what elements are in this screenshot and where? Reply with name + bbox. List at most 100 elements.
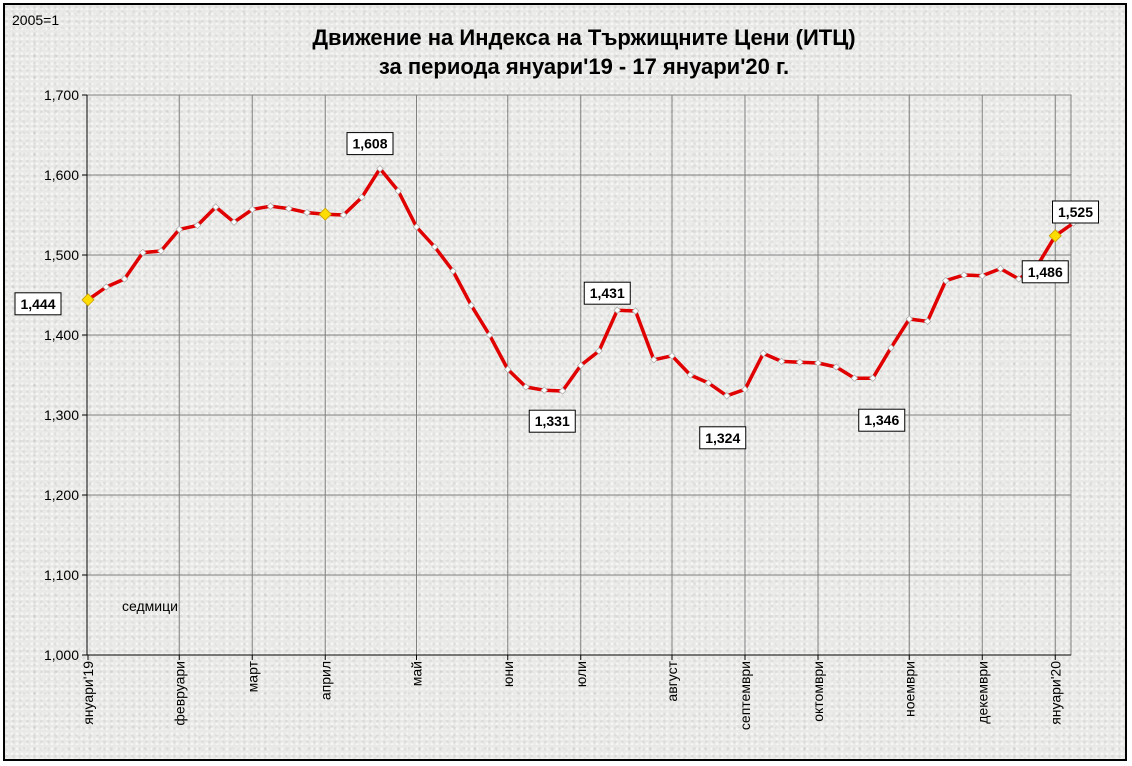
- data-label-box: [583, 281, 631, 305]
- y-tick-label: 1,200: [44, 487, 79, 503]
- data-point: [266, 202, 275, 210]
- data-point: [211, 203, 220, 211]
- series-group: [81, 164, 1078, 400]
- data-point: [722, 392, 731, 400]
- data-label-box: [1052, 200, 1099, 224]
- data-point: [686, 371, 695, 379]
- data-label-box: [699, 426, 747, 450]
- data-point: [230, 218, 238, 226]
- data-point: [339, 211, 348, 219]
- data-point: [649, 356, 658, 364]
- data-point: [795, 358, 804, 366]
- y-tick-label: 1,000: [44, 647, 79, 663]
- data-point: [394, 187, 403, 195]
- y-tick-label: 1,100: [44, 567, 79, 583]
- chart-title-line1: Движение на Индекса на Тържищните Цени (…: [312, 25, 855, 50]
- plot-area: [86, 94, 1072, 656]
- data-point: [868, 374, 877, 382]
- data-point: [485, 331, 494, 339]
- y-tick-label: 1,500: [44, 247, 79, 263]
- data-label-box: [346, 132, 394, 156]
- data-point: [175, 225, 184, 234]
- y-axis-ticks: 1,000 1,100 1,200 1,300 1,400 1,500 1,600 1,700: [44, 87, 1071, 663]
- y-tick-label: 1,700: [44, 87, 79, 103]
- x-tick-label: март: [244, 660, 260, 692]
- data-point: [887, 344, 895, 352]
- x-tick-label: май: [409, 661, 425, 686]
- gridlines: [87, 94, 1071, 655]
- data-label: 1,486: [1028, 264, 1063, 280]
- data-label-box: [1021, 260, 1069, 284]
- data-label: 1,324: [705, 430, 740, 446]
- data-point: [318, 207, 332, 221]
- data-point: [741, 385, 749, 394]
- data-point: [467, 301, 476, 310]
- data-point: [430, 243, 439, 251]
- data-point: [376, 164, 384, 173]
- data-point: [613, 306, 622, 314]
- x-tick-label: юни: [500, 661, 516, 687]
- data-label-box: [528, 409, 576, 433]
- x-axis-ticks: януари'19 февруари март април май юни юли авгус…: [80, 655, 1063, 730]
- data-point: [284, 204, 293, 213]
- data-point: [960, 271, 968, 279]
- data-point: [814, 359, 822, 367]
- data-point: [1014, 275, 1023, 283]
- weeks-note: седмици: [122, 598, 178, 614]
- data-point: [157, 247, 165, 255]
- data-label: 1,431: [590, 285, 625, 301]
- data-point: [558, 387, 567, 395]
- x-tick-label: февруари: [171, 661, 187, 726]
- data-point: [138, 248, 147, 257]
- y-tick-label: 1,400: [44, 327, 79, 343]
- x-tick-label: януари'19: [80, 661, 96, 725]
- data-point: [996, 264, 1005, 273]
- y-tick-label: 1,600: [44, 167, 79, 183]
- data-point: [978, 272, 987, 280]
- data-label: 1,525: [1058, 204, 1093, 220]
- data-point: [905, 315, 914, 323]
- data-point: [668, 352, 676, 360]
- x-tick-label: април: [317, 661, 333, 700]
- base-year-note: 2005=1: [12, 12, 59, 28]
- data-point: [941, 276, 950, 285]
- data-point: [81, 293, 95, 307]
- x-tick-label: септември: [737, 661, 753, 730]
- data-point: [704, 379, 713, 387]
- data-point: [923, 317, 932, 326]
- data-point: [449, 267, 457, 275]
- chart-frame: [3, 3, 1127, 761]
- x-tick-label: януари'20: [1047, 661, 1063, 725]
- chart-title-line2: за периода януари'19 - 17 януари'20 г.: [379, 54, 789, 79]
- data-point: [759, 349, 768, 358]
- data-point: [576, 361, 585, 370]
- x-tick-label: ноември: [901, 661, 917, 717]
- x-tick-label: август: [664, 660, 680, 701]
- data-point: [303, 208, 311, 217]
- data-label-box: [14, 292, 62, 316]
- data-label: 1,346: [864, 412, 899, 428]
- data-point: [631, 307, 640, 315]
- data-label-box: [858, 408, 906, 432]
- x-tick-label: юли: [573, 661, 589, 687]
- data-point: [540, 386, 549, 394]
- data-label: 1,444: [20, 296, 55, 312]
- data-label: 1,331: [535, 413, 570, 429]
- data-point: [1048, 229, 1062, 243]
- data-point: [248, 205, 257, 214]
- y-tick-label: 1,300: [44, 407, 79, 423]
- data-point: [832, 363, 841, 371]
- data-point: [412, 223, 421, 231]
- data-point: [503, 365, 512, 374]
- data-point: [850, 374, 859, 382]
- x-tick-label: октомври: [810, 661, 826, 722]
- data-point: [777, 357, 786, 366]
- data-point: [357, 193, 366, 202]
- data-point: [193, 221, 202, 230]
- data-point: [120, 275, 129, 283]
- data-point: [102, 283, 111, 291]
- data-point: [595, 347, 603, 355]
- data-label: 1,608: [352, 136, 387, 152]
- data-point: [522, 383, 530, 391]
